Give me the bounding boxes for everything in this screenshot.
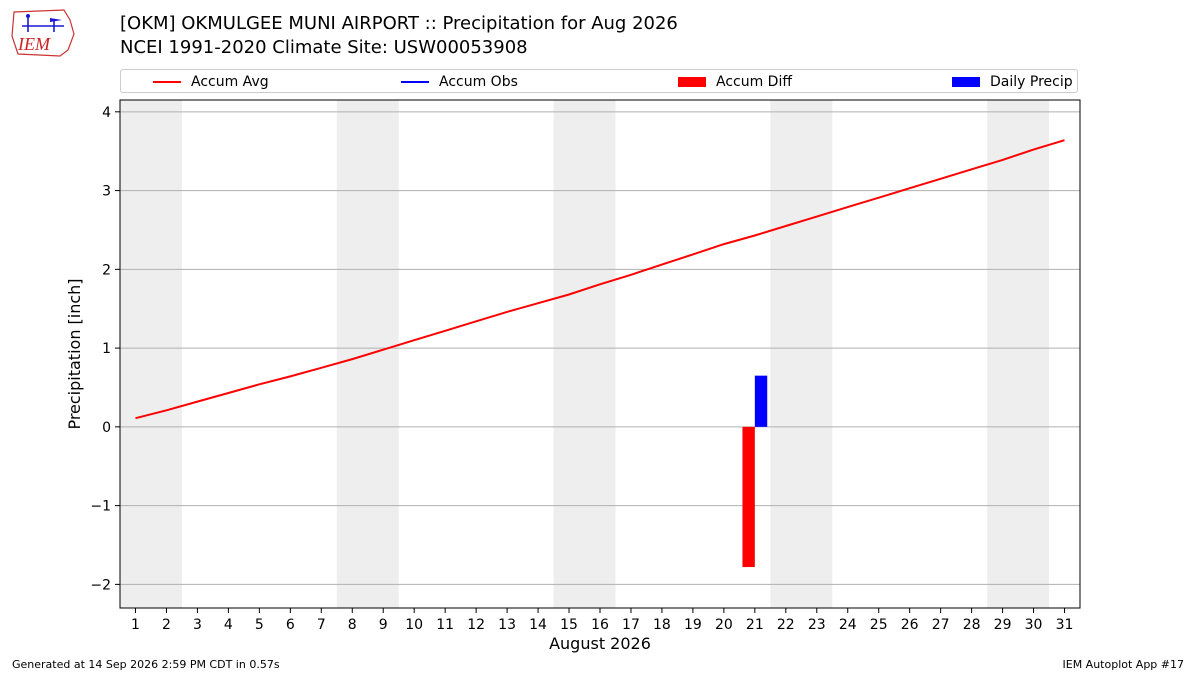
- iem-logo: IEM: [11, 9, 75, 57]
- y-tick-label-6: 4: [102, 105, 111, 121]
- bar-daily-precip-0: [754, 375, 768, 427]
- legend-label-accum-diff: Accum Diff: [716, 74, 793, 90]
- legend-label-accum-avg: Accum Avg: [191, 74, 269, 90]
- x-tick-label-10: 11: [436, 617, 454, 633]
- y-tick-label-1: −1: [90, 499, 111, 515]
- y-tick-label-3: 1: [102, 341, 111, 357]
- x-tick-label-12: 13: [498, 617, 516, 633]
- x-tick-label-1: 2: [162, 617, 171, 633]
- x-tick-label-20: 21: [746, 617, 764, 633]
- x-tick-label-17: 18: [653, 617, 671, 633]
- x-tick-label-19: 20: [715, 617, 733, 633]
- x-tick-label-29: 30: [1025, 617, 1043, 633]
- chart-title: [OKM] OKMULGEE MUNI AIRPORT :: Precipita…: [120, 13, 678, 34]
- legend-swatch-accum-obs: [401, 81, 429, 83]
- y-tick-label-4: 2: [102, 262, 111, 278]
- x-tick-label-5: 6: [286, 617, 295, 633]
- weekend-band-4: [987, 100, 1050, 608]
- chart-subtitle: NCEI 1991-2020 Climate Site: USW00053908: [120, 37, 528, 58]
- legend-swatch-accum-avg: [153, 81, 181, 83]
- line-accum-avg: [135, 139, 1065, 420]
- x-tick-label-0: 1: [131, 617, 140, 633]
- lines: [135, 139, 1065, 420]
- legend-swatch-daily-precip: [952, 77, 980, 87]
- x-tick-label-16: 17: [622, 617, 640, 633]
- weekend-band-0: [120, 100, 182, 608]
- legend-label-daily-precip: Daily Precip: [990, 74, 1073, 90]
- x-tick-label-8: 9: [379, 617, 388, 633]
- x-tick-label-22: 23: [808, 617, 826, 633]
- legend-label-accum-obs: Accum Obs: [439, 74, 518, 90]
- plot-frame: [119, 99, 1081, 609]
- x-tick-label-23: 24: [839, 617, 857, 633]
- legend-item-accum-obs: Accum Obs: [401, 73, 518, 91]
- x-tick-label-15: 16: [591, 617, 609, 633]
- x-tick-label-30: 31: [1056, 617, 1074, 633]
- legend-item-daily-precip: Daily Precip: [952, 73, 1073, 91]
- y-axis-label: Precipitation [inch]: [65, 278, 84, 429]
- weekend-band-3: [770, 100, 833, 608]
- x-axis-label: August 2026: [549, 634, 651, 653]
- x-tick-label-21: 22: [777, 617, 795, 633]
- legend: Accum Avg Accum Obs Accum Diff Daily Pre…: [120, 69, 1078, 93]
- y-tick-label-0: −2: [90, 577, 111, 593]
- x-tick-label-9: 10: [405, 617, 423, 633]
- x-tick-label-13: 14: [529, 617, 547, 633]
- x-tick-label-6: 7: [317, 617, 326, 633]
- legend-swatch-accum-diff: [678, 77, 706, 87]
- x-tick-label-27: 28: [963, 617, 981, 633]
- x-tick-label-14: 15: [560, 617, 578, 633]
- legend-item-accum-avg: Accum Avg: [153, 73, 269, 91]
- logo-text: IEM: [17, 34, 51, 54]
- x-tick-label-25: 26: [901, 617, 919, 633]
- x-tick-label-26: 27: [932, 617, 950, 633]
- x-tick-label-2: 3: [193, 617, 202, 633]
- bars: [742, 375, 768, 568]
- x-tick-label-18: 19: [684, 617, 702, 633]
- x-tick-label-11: 12: [467, 617, 485, 633]
- generated-note: Generated at 14 Sep 2026 2:59 PM CDT in …: [12, 658, 280, 671]
- x-tick-label-7: 8: [348, 617, 357, 633]
- x-tick-label-3: 4: [224, 617, 233, 633]
- weekend-band-2: [553, 100, 616, 608]
- app-credit: IEM Autoplot App #17: [1062, 658, 1185, 671]
- weekend-shading: [120, 100, 1050, 608]
- grid-lines: [120, 111, 1080, 585]
- y-tick-label-5: 3: [102, 184, 111, 200]
- x-tick-label-4: 5: [255, 617, 264, 633]
- x-tick-label-24: 25: [870, 617, 888, 633]
- y-tick-label-2: 0: [102, 420, 111, 436]
- x-tick-label-28: 29: [994, 617, 1012, 633]
- bar-accum-diff-0: [742, 426, 755, 568]
- legend-item-accum-diff: Accum Diff: [678, 73, 792, 91]
